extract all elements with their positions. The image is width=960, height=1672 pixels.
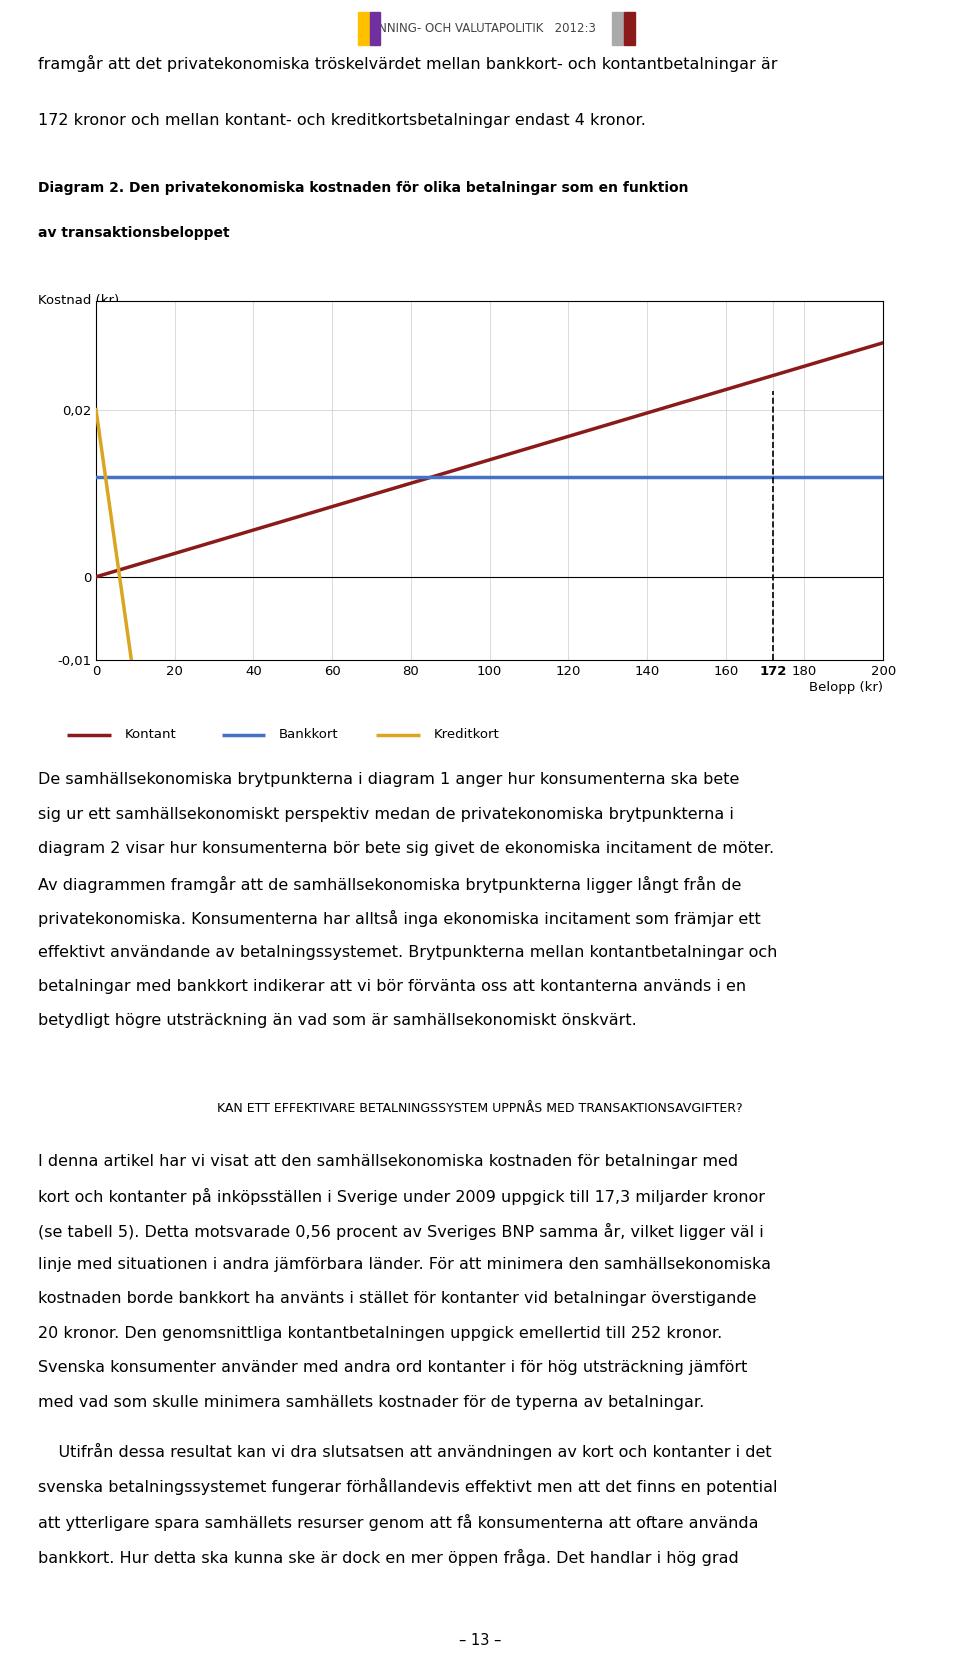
Text: diagram 2 visar hur konsumenterna bör bete sig givet de ekonomiska incitament de: diagram 2 visar hur konsumenterna bör be… [38,841,775,856]
Text: att ytterligare spara samhällets resurser genom att få konsumenterna att oftare : att ytterligare spara samhällets resurse… [38,1513,759,1530]
Text: sig ur ett samhällsekonomiskt perspektiv medan de privatekonomiska brytpunkterna: sig ur ett samhällsekonomiskt perspektiv… [38,808,734,823]
Text: linje med situationen i andra jämförbara länder. För att minimera den samhällsek: linje med situationen i andra jämförbara… [38,1257,772,1272]
Text: (se tabell 5). Detta motsvarade 0,56 procent av Sveriges BNP samma år, vilket li: (se tabell 5). Detta motsvarade 0,56 pro… [38,1222,764,1239]
Text: I denna artikel har vi visat att den samhällsekonomiska kostnaden för betalninga: I denna artikel har vi visat att den sam… [38,1154,738,1169]
Bar [612,12,623,45]
Bar [624,12,635,45]
Text: Belopp (kr): Belopp (kr) [809,681,883,694]
Text: bankkort. Hur detta ska kunna ske är dock en mer öppen fråga. Det handlar i hög : bankkort. Hur detta ska kunna ske är doc… [38,1548,739,1567]
Text: – 13 –: – 13 – [459,1634,501,1647]
Text: 172 kronor och mellan kontant- och kreditkortsbetalningar endast 4 kronor.: 172 kronor och mellan kontant- och kredi… [38,114,646,129]
Text: betalningar med bankkort indikerar att vi bör förvänta oss att kontanterna använ: betalningar med bankkort indikerar att v… [38,980,747,995]
Text: PENNING- OCH VALUTAPOLITIK   2012:3: PENNING- OCH VALUTAPOLITIK 2012:3 [360,22,600,35]
Text: kostnaden borde bankkort ha använts i stället för kontanter vid betalningar över: kostnaden borde bankkort ha använts i st… [38,1291,756,1306]
Text: Kontant: Kontant [125,729,176,741]
Text: privatekonomiska. Konsumenterna har alltså inga ekonomiska incitament som främja: privatekonomiska. Konsumenterna har allt… [38,910,761,928]
Bar [358,12,369,45]
Text: kort och kontanter på inköpsställen i Sverige under 2009 uppgick till 17,3 milja: kort och kontanter på inköpsställen i Sv… [38,1189,765,1206]
Text: De samhällsekonomiska brytpunkterna i diagram 1 anger hur konsumenterna ska bete: De samhällsekonomiska brytpunkterna i di… [38,772,740,788]
Bar [370,12,380,45]
Text: med vad som skulle minimera samhällets kostnader för de typerna av betalningar.: med vad som skulle minimera samhällets k… [38,1394,705,1409]
Text: framgår att det privatekonomiska tröskelvärdet mellan bankkort- och kontantbetal: framgår att det privatekonomiska tröskel… [38,55,778,72]
Text: av transaktionsbeloppet: av transaktionsbeloppet [38,226,230,239]
Text: Kostnad (kr): Kostnad (kr) [38,294,120,308]
Text: Svenska konsumenter använder med andra ord kontanter i för hög utsträckning jämf: Svenska konsumenter använder med andra o… [38,1361,748,1376]
Text: Diagram 2. Den privatekonomiska kostnaden för olika betalningar som en funktion: Diagram 2. Den privatekonomiska kostnade… [38,181,689,194]
Text: KAN ETT EFFEKTIVARE BETALNINGSSYSTEM UPPNÅS MED TRANSAKTIONSAVGIFTER?: KAN ETT EFFEKTIVARE BETALNINGSSYSTEM UPP… [217,1102,743,1115]
Text: effektivt användande av betalningssystemet. Brytpunkterna mellan kontantbetalnin: effektivt användande av betalningssystem… [38,945,778,960]
Text: Bankkort: Bankkort [278,729,339,741]
Text: Kreditkort: Kreditkort [434,729,499,741]
Text: betydligt högre utsträckning än vad som är samhällsekonomiskt önskvärt.: betydligt högre utsträckning än vad som … [38,1013,637,1028]
Text: Utifrån dessa resultat kan vi dra slutsatsen att användningen av kort och kontan: Utifrån dessa resultat kan vi dra slutsa… [38,1443,772,1460]
Text: Av diagrammen framgår att de samhällsekonomiska brytpunkterna ligger långt från : Av diagrammen framgår att de samhällseko… [38,876,742,893]
Text: 20 kronor. Den genomsnittliga kontantbetalningen uppgick emellertid till 252 kro: 20 kronor. Den genomsnittliga kontantbet… [38,1326,723,1341]
Text: svenska betalningssystemet fungerar förhållandevis effektivt men att det finns e: svenska betalningssystemet fungerar förh… [38,1478,778,1495]
